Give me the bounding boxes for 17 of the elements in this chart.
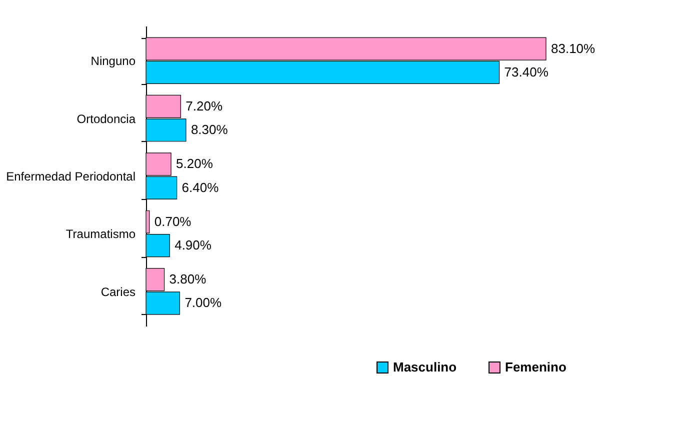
data-label: 83.10% — [551, 40, 596, 56]
y-tick-label: Traumatismo — [66, 227, 136, 242]
data-label: 7.00% — [184, 295, 222, 310]
data-label: 6.40% — [182, 180, 220, 195]
data-label: 4.90% — [174, 238, 212, 253]
y-tick-label: Ortodoncia — [76, 112, 136, 126]
data-label: 0.70% — [154, 214, 192, 229]
legend-label: Femenino — [505, 360, 566, 375]
data-label: 73.40% — [504, 64, 549, 80]
data-label: 5.20% — [176, 156, 214, 172]
data-label: 8.30% — [190, 122, 228, 138]
data-label: 3.80% — [169, 272, 207, 287]
y-tick-label: Enfermedad Periodontal — [6, 170, 136, 184]
legend-label: Masculino — [393, 360, 457, 375]
y-tick-label: Caries — [100, 284, 136, 299]
data-label: 7.20% — [186, 98, 223, 114]
y-tick-label: Ninguno — [90, 54, 136, 68]
